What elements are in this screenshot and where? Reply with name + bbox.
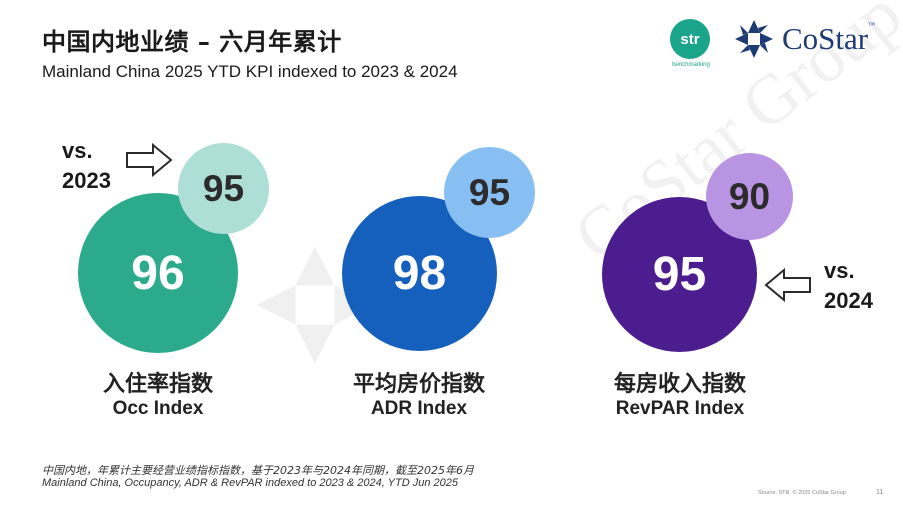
footnote-en: Mainland China, Occupancy, ADR & RevPAR … [42, 477, 458, 489]
revpar-index-vs2023-circle: 90 [706, 153, 793, 240]
vs-2024-label: vs. 2024 [824, 258, 873, 313]
str-logo-subtext: benchmarking [672, 62, 710, 68]
footnote-cn: 中国内地，年累计主要经营业绩指标指数，基于2023年与2024年同期，截至202… [42, 464, 474, 477]
source-text: Source: STR. © 2025 CoStar Group [758, 490, 846, 496]
costar-star-logo-icon [735, 20, 773, 58]
occ-index-label-en: Occ Index [112, 398, 204, 419]
adr-index-label-cn: 平均房价指数 [352, 372, 485, 397]
arrow-right-icon [126, 143, 173, 177]
adr-index-vs2023-circle: 95 [444, 147, 535, 238]
occ-index-label-cn: 入住率指数 [102, 372, 213, 397]
occ-index-vs2023-circle: 95 [178, 143, 269, 234]
revpar-index-label-cn: 每房收入指数 [613, 372, 746, 397]
page-number: 11 [876, 489, 884, 496]
revpar-index-label-en: RevPAR Index [615, 398, 745, 419]
costar-logo-text: CoStar™ [782, 21, 875, 56]
str-logo: str [670, 19, 710, 59]
adr-index-label-en: ADR Index [370, 398, 468, 419]
page-subtitle: Mainland China 2025 YTD KPI indexed to 2… [42, 62, 458, 81]
vs-2023-label: vs. 2023 [62, 138, 111, 193]
arrow-left-icon [764, 268, 811, 302]
page-title: 中国内地业绩 – 六月年累计 [42, 28, 342, 56]
